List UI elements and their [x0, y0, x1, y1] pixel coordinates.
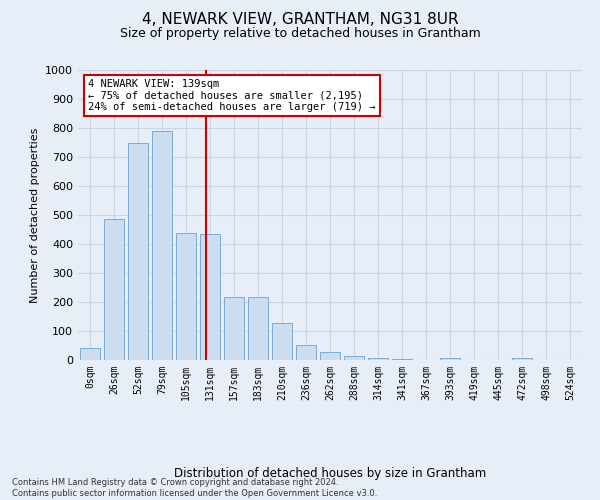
- Bar: [104, 220, 124, 360]
- Bar: [272, 323, 292, 360]
- Bar: [512, 358, 532, 360]
- Y-axis label: Number of detached properties: Number of detached properties: [29, 128, 40, 302]
- Bar: [392, 358, 412, 360]
- Bar: [248, 297, 268, 360]
- Bar: [344, 356, 364, 360]
- Text: Size of property relative to detached houses in Grantham: Size of property relative to detached ho…: [119, 28, 481, 40]
- Bar: [296, 345, 316, 360]
- Bar: [128, 143, 148, 360]
- Text: Distribution of detached houses by size in Grantham: Distribution of detached houses by size …: [174, 467, 486, 480]
- Text: 4 NEWARK VIEW: 139sqm
← 75% of detached houses are smaller (2,195)
24% of semi-d: 4 NEWARK VIEW: 139sqm ← 75% of detached …: [88, 78, 376, 112]
- Bar: [80, 348, 100, 360]
- Bar: [152, 131, 172, 360]
- Bar: [224, 297, 244, 360]
- Bar: [320, 352, 340, 360]
- Bar: [440, 358, 460, 360]
- Text: 4, NEWARK VIEW, GRANTHAM, NG31 8UR: 4, NEWARK VIEW, GRANTHAM, NG31 8UR: [142, 12, 458, 28]
- Bar: [176, 233, 196, 360]
- Bar: [200, 234, 220, 360]
- Text: Contains HM Land Registry data © Crown copyright and database right 2024.
Contai: Contains HM Land Registry data © Crown c…: [12, 478, 377, 498]
- Bar: [368, 358, 388, 360]
